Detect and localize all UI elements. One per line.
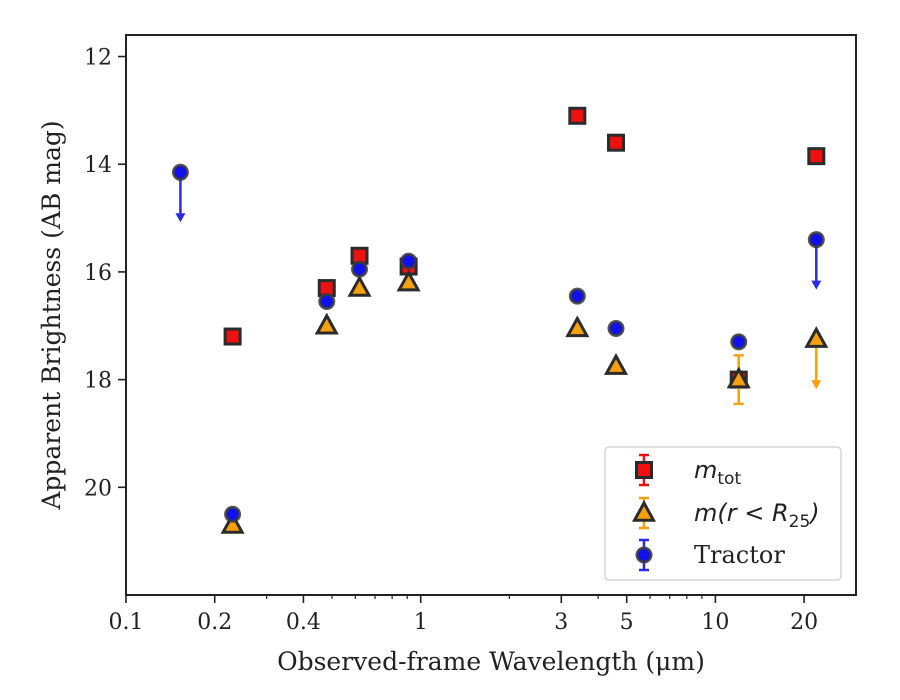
- y-axis-title: Apparent Brightness (AB mag): [37, 120, 66, 510]
- x-tick-label: 1: [414, 610, 428, 635]
- y-tick-label: 18: [84, 369, 112, 394]
- y-tick-label: 20: [84, 476, 112, 501]
- data-point-circle: [568, 287, 586, 305]
- data-point-circle: [351, 260, 369, 278]
- data-point-triangle: [347, 274, 372, 297]
- data-point-triangle: [314, 312, 339, 335]
- data-point-triangle: [603, 353, 629, 375]
- legend-label: Tractor: [694, 541, 785, 569]
- arrow-head: [811, 380, 822, 390]
- data-point-circle: [400, 252, 418, 270]
- data-point-triangle: [396, 269, 421, 292]
- x-tick-label: 0.2: [197, 610, 232, 635]
- x-tick-label: 20: [790, 610, 818, 635]
- chart-axes: 0.1 0.2 0.4 1 3 5 10 20 12 14 16 18 20: [84, 46, 818, 635]
- data-point-circle: [171, 163, 189, 181]
- data-point-triangle: [220, 511, 245, 534]
- data-point-triangle: [804, 326, 829, 348]
- data-point-circle: [807, 231, 825, 249]
- data-point-circle: [730, 333, 748, 351]
- data-point-triangle: [726, 366, 751, 389]
- data-point-square: [568, 106, 587, 125]
- y-tick-label: 14: [84, 153, 112, 178]
- data-point-circle: [224, 505, 242, 523]
- y-tick-label: 16: [84, 261, 112, 286]
- x-axis-title: Observed-frame Wavelength (μm): [277, 647, 705, 676]
- chart-legend: mtot m(r < R25) Tractor: [604, 446, 842, 581]
- x-tick-label: 10: [701, 610, 729, 635]
- data-point-square: [607, 133, 626, 152]
- series-circle: [171, 163, 825, 523]
- legend-marker-circle: [635, 546, 653, 564]
- data-point-circle: [318, 293, 336, 311]
- x-tick-label: 3: [554, 610, 568, 635]
- plot-frame: [125, 34, 857, 596]
- series-square: [223, 106, 826, 389]
- y-tick-label: 12: [84, 46, 112, 71]
- arrow-head: [811, 280, 822, 290]
- data-point-square: [223, 327, 242, 346]
- legend-label: m(r < R25): [694, 499, 820, 532]
- data-point-circle: [607, 319, 625, 337]
- chart-marks: [171, 106, 829, 534]
- x-tick-label: 5: [620, 610, 634, 635]
- legend-label: mtot: [694, 456, 741, 489]
- arrow-head: [175, 213, 186, 223]
- legend-box: [604, 446, 842, 581]
- x-tick-label: 0.4: [286, 610, 321, 635]
- series-triangle: [220, 269, 829, 534]
- legend-marker-triangle: [631, 499, 657, 522]
- legend-marker-square: [635, 461, 653, 479]
- data-point-triangle: [565, 315, 590, 338]
- data-point-square: [807, 147, 826, 166]
- x-tick-label: 0.1: [109, 610, 144, 635]
